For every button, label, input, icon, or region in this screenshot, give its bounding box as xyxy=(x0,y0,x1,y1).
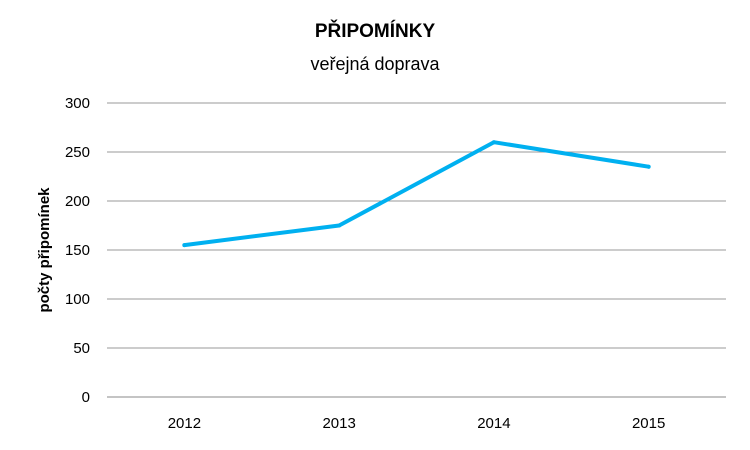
series-line xyxy=(182,140,651,248)
data-point xyxy=(337,223,342,228)
y-tick-label: 0 xyxy=(82,389,90,406)
x-tick-label: 2015 xyxy=(632,415,665,432)
y-tick-label: 300 xyxy=(65,95,90,112)
data-point xyxy=(491,140,496,145)
y-axis-ticks: 0 50 100 150 200 250 300 xyxy=(65,95,90,406)
data-point xyxy=(646,164,651,169)
y-tick-label: 50 xyxy=(73,340,90,357)
x-axis-ticks: 2012 2013 2014 2015 xyxy=(168,415,666,432)
series-layer xyxy=(182,140,651,248)
y-axis-label: počty připomínek xyxy=(36,187,53,313)
data-point xyxy=(182,243,187,248)
y-tick-label: 100 xyxy=(65,291,90,308)
x-tick-label: 2013 xyxy=(322,415,355,432)
y-tick-label: 150 xyxy=(65,242,90,259)
y-tick-label: 200 xyxy=(65,193,90,210)
x-tick-label: 2012 xyxy=(168,415,201,432)
y-tick-label: 250 xyxy=(65,144,90,161)
chart-subtitle: veřejná doprava xyxy=(310,54,440,74)
chart-title: PŘIPOMÍNKY xyxy=(315,20,436,42)
gridlines xyxy=(107,102,726,349)
x-tick-label: 2014 xyxy=(477,415,510,432)
